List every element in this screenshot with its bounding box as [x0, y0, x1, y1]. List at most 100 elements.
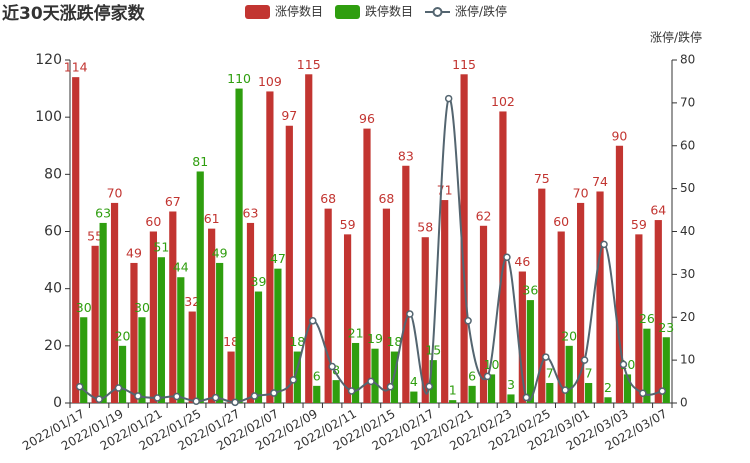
- ratio-point: [211, 393, 220, 402]
- data-label: 68: [378, 191, 394, 206]
- bar: [402, 165, 410, 403]
- ratio-point: [134, 392, 142, 400]
- y2-tick-label: 30: [680, 267, 695, 281]
- data-label: 67: [165, 194, 181, 209]
- data-label: 49: [126, 245, 142, 260]
- data-label: 74: [592, 174, 608, 189]
- bar: [188, 311, 196, 403]
- data-label: 68: [320, 191, 336, 206]
- data-label: 71: [437, 183, 453, 198]
- y2-tick-label: 10: [680, 353, 695, 367]
- ratio-point: [114, 384, 123, 392]
- bar: [343, 234, 352, 403]
- ratio-point: [522, 393, 531, 402]
- data-label: 44: [173, 260, 189, 275]
- data-label: 55: [87, 228, 103, 243]
- data-label: 20: [115, 328, 131, 343]
- data-label: 81: [192, 154, 208, 169]
- bar: [169, 211, 177, 403]
- bar: [654, 220, 662, 403]
- ratio-point: [289, 376, 298, 384]
- legend-label: 涨停/跌停: [455, 4, 507, 19]
- legend-swatch: [335, 5, 360, 19]
- data-label: 2: [604, 380, 612, 395]
- bar: [110, 202, 119, 403]
- data-label: 115: [297, 57, 321, 72]
- bar: [208, 228, 216, 403]
- y2-tick-label: 20: [680, 310, 695, 324]
- bar: [382, 208, 391, 403]
- data-label: 7: [546, 365, 554, 380]
- data-label: 51: [153, 240, 169, 255]
- bar: [313, 385, 321, 403]
- y-tick-label: 100: [35, 109, 62, 125]
- data-label: 96: [359, 111, 375, 126]
- bar: [623, 374, 632, 403]
- bar: [99, 222, 107, 403]
- data-label: 61: [204, 211, 220, 226]
- data-label: 115: [452, 57, 476, 72]
- ratio-point: [270, 389, 278, 397]
- ratio-point: [444, 94, 453, 103]
- data-label: 20: [561, 328, 577, 343]
- bar: [604, 397, 612, 403]
- bar: [615, 145, 624, 403]
- bar: [72, 77, 80, 404]
- bar: [157, 257, 165, 403]
- data-label: 8: [332, 363, 340, 378]
- data-label: 6: [468, 368, 476, 383]
- data-label: 110: [227, 71, 251, 86]
- bar: [254, 291, 263, 403]
- legend-label: 跌停数目: [365, 4, 413, 19]
- bar: [118, 345, 127, 403]
- ratio-point: [231, 398, 239, 407]
- data-label: 70: [107, 185, 123, 200]
- data-label: 4: [410, 374, 418, 389]
- bar: [130, 262, 138, 403]
- ratio-point: [173, 392, 181, 401]
- bar: [479, 225, 488, 403]
- ratio-point: [503, 253, 511, 261]
- data-label: 3: [507, 377, 515, 392]
- data-label: 102: [491, 94, 515, 109]
- bar: [266, 91, 274, 404]
- y-tick-label: 60: [44, 224, 62, 240]
- data-label: 47: [270, 251, 286, 266]
- data-label: 10: [484, 357, 500, 372]
- ratio-point: [425, 382, 434, 391]
- data-label: 59: [631, 217, 647, 232]
- bar: [585, 382, 593, 403]
- data-label: 62: [476, 208, 492, 223]
- data-label: 39: [251, 274, 267, 289]
- y2-tick-label: 80: [680, 53, 695, 67]
- data-label: 60: [145, 214, 161, 229]
- bar: [449, 400, 457, 403]
- y-tick-label: 0: [53, 395, 62, 411]
- y-tick-label: 80: [44, 166, 62, 182]
- bar: [235, 88, 243, 403]
- bar: [410, 391, 418, 403]
- bar: [149, 231, 157, 403]
- bar: [305, 74, 313, 404]
- chart-title: 近30天涨跌停家数: [2, 3, 146, 24]
- data-label: 32: [184, 294, 200, 309]
- ratio-point: [658, 387, 667, 395]
- y2-tick-label: 40: [680, 224, 695, 238]
- y2-tick-label: 50: [680, 181, 695, 195]
- data-label: 18: [223, 334, 239, 349]
- bar: [565, 345, 573, 403]
- ratio-point: [153, 394, 162, 402]
- data-label: 83: [398, 148, 414, 163]
- legend-swatch: [432, 7, 443, 17]
- bar: [177, 277, 185, 403]
- legend-swatch: [245, 5, 270, 19]
- data-label: 60: [553, 214, 569, 229]
- bar: [246, 222, 255, 403]
- bar: [596, 191, 604, 403]
- data-label: 23: [658, 320, 674, 335]
- data-label: 18: [386, 334, 402, 349]
- ratio-point: [95, 395, 103, 404]
- bar: [487, 374, 496, 403]
- ratio-point: [464, 317, 472, 325]
